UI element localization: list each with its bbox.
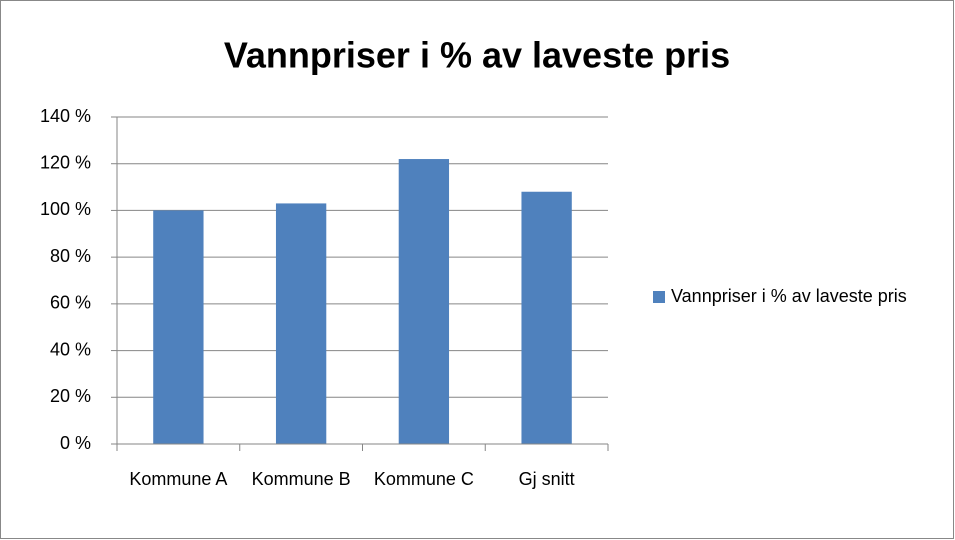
y-tick-label: 20 % <box>50 386 91 406</box>
y-tick-label: 140 % <box>40 106 91 126</box>
chart-title: Vannpriser i % av laveste pris <box>224 35 730 76</box>
bar <box>153 210 204 444</box>
legend-swatch <box>653 291 665 303</box>
x-tick-label: Gj snitt <box>518 469 575 489</box>
x-tick-label: Kommune B <box>251 469 351 489</box>
bar <box>521 191 572 444</box>
y-tick-label: 120 % <box>40 152 91 172</box>
y-tick-label: 60 % <box>50 293 91 313</box>
y-tick-label: 100 % <box>40 199 91 219</box>
y-tick-label: 80 % <box>50 246 91 266</box>
legend-label: Vannpriser i % av laveste pris <box>671 286 907 306</box>
x-tick-label: Kommune A <box>129 469 228 489</box>
bar <box>275 203 327 444</box>
y-tick-label: 40 % <box>50 339 91 359</box>
bar <box>398 159 450 445</box>
y-tick-label: 0 % <box>60 433 91 453</box>
x-tick-label: Kommune C <box>373 469 474 489</box>
